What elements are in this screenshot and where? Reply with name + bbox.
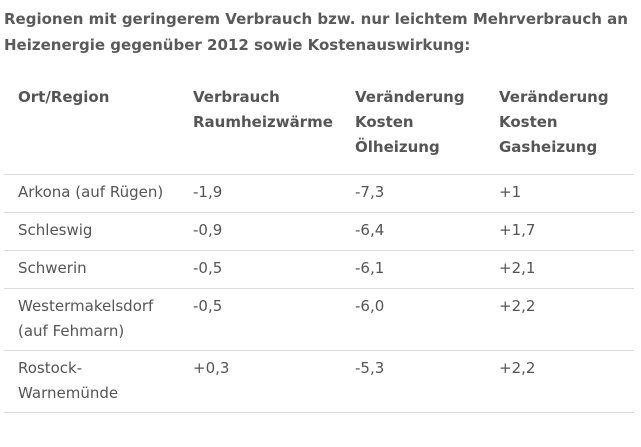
cell-region: Westermakelsdorf (auf Fehmarn) [4,288,179,351]
cell-verbrauch: +0,3 [179,350,341,413]
cell-gas: +2,2 [485,350,634,413]
cell-oel: -7,3 [341,174,485,213]
header-kosten-gasheizung: Veränderung Kosten Gasheizung [485,80,634,175]
cell-oel: -6,4 [341,212,485,251]
cell-region: Schwerin [4,250,179,289]
cell-verbrauch: -0,5 [179,288,341,351]
table-header-row: Ort/Region Verbrauch Raumheizwärme Verän… [4,80,634,175]
cell-gas: +2,1 [485,250,634,289]
table-row: Rostock- Warnemünde +0,3 -5,3 +2,2 [4,350,634,413]
cell-region: Arkona (auf Rügen) [4,174,179,213]
cell-verbrauch: -1,9 [179,174,341,213]
header-verbrauch: Verbrauch Raumheizwärme [179,80,341,175]
caption-line-1: Regionen mit geringerem Verbrauch bzw. n… [4,10,628,28]
cell-gas: +1,7 [485,212,634,251]
cell-region: Rostock- Warnemünde [4,350,179,413]
caption-line-2: Heizenergie gegenüber 2012 sowie Kostena… [4,36,471,54]
cell-verbrauch: -0,5 [179,250,341,289]
cell-verbrauch: -0,9 [179,212,341,251]
cell-gas: +1 [485,174,634,213]
table-row: Schleswig -0,9 -6,4 +1,7 [4,212,634,251]
consumption-table: Ort/Region Verbrauch Raumheizwärme Verän… [4,80,634,413]
header-region: Ort/Region [4,80,179,175]
table-row: Arkona (auf Rügen) -1,9 -7,3 +1 [4,174,634,213]
table-row: Westermakelsdorf (auf Fehmarn) -0,5 -6,0… [4,288,634,351]
cell-oel: -6,0 [341,288,485,351]
cell-region: Schleswig [4,212,179,251]
cell-oel: -6,1 [341,250,485,289]
table-caption: Regionen mit geringerem Verbrauch bzw. n… [4,6,634,58]
table-row: Schwerin -0,5 -6,1 +2,1 [4,250,634,289]
cell-oel: -5,3 [341,350,485,413]
header-kosten-oelheizung: Veränderung Kosten Ölheizung [341,80,485,175]
cell-gas: +2,2 [485,288,634,351]
